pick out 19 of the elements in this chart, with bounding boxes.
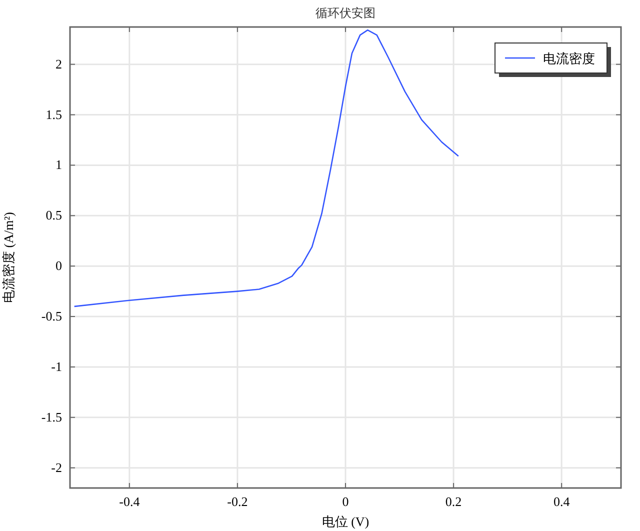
x-tick-label: 0.4 [553,494,570,509]
chart-title: 循环伏安图 [316,6,376,20]
y-tick-label: -2 [51,460,62,475]
y-tick-label: -0.5 [41,308,62,324]
line-series [74,29,460,308]
x-tick-label: 0 [342,494,349,509]
y-tick-label: 2 [56,56,62,72]
y-tick-label: 0 [56,258,62,274]
x-tick-label: -0.4 [119,494,140,509]
y-tick-label: -1.5 [41,409,62,424]
x-tick-label: 0.2 [445,494,462,509]
y-tick-label: 1 [56,157,62,172]
y-axis-title: 电流密度 (A/m²) [1,212,16,303]
x-tick-label: -0.2 [227,494,248,509]
x-axis-title: 电位 (V) [322,514,370,529]
y-tick-label: 1.5 [46,106,62,122]
y-tick-label: -1 [51,358,62,374]
legend-label: 电流密度 [543,51,595,66]
y-tick-label: 0.5 [46,208,62,223]
